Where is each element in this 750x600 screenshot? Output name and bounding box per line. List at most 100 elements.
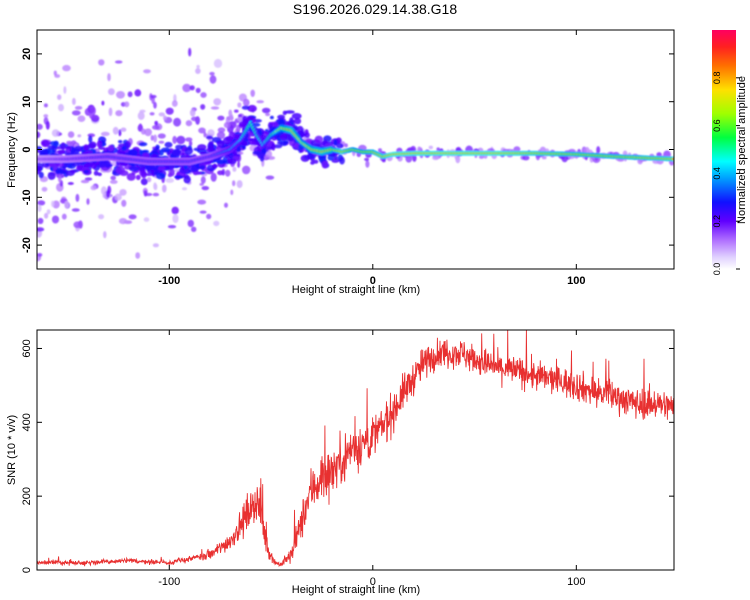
snr-plot: -100 0 100 0 200 400 600 Height of straight l… [6,329,675,596]
spectrogram-cell [101,100,105,106]
spectrogram-cell [189,109,196,117]
spectrogram-cell [41,140,50,148]
spectrogram-cell [106,189,111,198]
spectrogram-cell [55,161,64,168]
spectrogram-cell [155,144,160,150]
spectrogram-cell [118,129,122,137]
spectrogram-cell [227,121,237,129]
spectrogram-cell [173,117,182,127]
spectrogram-cell [172,135,177,144]
spectrogram-cell [84,107,93,116]
spectrogram-cell [191,116,198,122]
spectrogram-cell [65,145,72,153]
spectrogram-cell [211,164,218,169]
spectrogram-cell [269,115,274,120]
figure-title: S196.2026.029.14.38.G18 [293,1,457,17]
spectrogram-cell [213,58,223,68]
spectrogram-cell [339,156,345,165]
spectrogram-cell [241,105,250,110]
spectrogram-cell [63,86,67,94]
spectrogram-cell [143,190,148,197]
spectrogram-cell [200,104,206,110]
spectrogram-cell [56,173,65,179]
spectrogram-x-tick-label: -100 [158,275,180,287]
spectrogram-cell [37,204,42,212]
spectrogram-cell [162,184,167,193]
spectrogram-cell [181,187,188,191]
spectrogram-cell [167,173,173,178]
snr-x-label: Height of straight line (km) [292,584,420,596]
spectrogram-cell [121,146,127,151]
spectrogram-cell [112,126,119,135]
spectrogram-cell [310,161,315,165]
spectrogram-cell [237,117,242,122]
spectrogram-cell [143,217,150,222]
spectrogram-cell [266,150,273,158]
spectrogram-cell [195,87,201,94]
spectrogram-cell [160,147,171,153]
spectrogram-cell [38,171,44,179]
spectrogram-cell [74,106,83,110]
colorbar-tick-label: 0.6 [712,119,722,132]
spectrogram-cell [157,133,166,139]
spectrogram-cell [75,193,80,202]
spectrogram-cell [436,147,440,151]
spectrogram-cell [171,100,178,107]
spectrogram-cell [51,215,60,224]
spectrogram-cell [37,131,41,139]
spectrogram-cell [256,152,266,158]
spectrogram-cell [77,134,82,138]
spectrogram-cell [478,155,485,159]
spectrogram-cell [105,23,109,30]
spectrogram-cell [336,143,344,149]
spectrogram-cell [166,151,171,155]
spectrogram-cell [37,217,44,225]
spectrogram-cell [90,106,96,116]
spectrogram-cell [57,94,62,100]
colorbar-tick-label: 0.8 [712,72,722,85]
spectrogram-cell [232,180,236,187]
spectrogram-cell [64,200,70,209]
spectrogram-cell [165,178,175,183]
spectrogram-cell [83,144,89,151]
spectrogram-cell [289,119,295,123]
spectrogram-x-tick-label: 0 [370,275,376,287]
spectrogram-cell [237,102,242,108]
spectrogram-cell [67,142,72,147]
spectrogram-y-axis: -20 -10 0 10 20 [21,48,674,253]
spectrogram-cell [152,148,158,155]
spectrogram-cell [213,220,220,227]
snr-y-tick-label: 600 [21,339,33,357]
spectrogram-cell [174,175,184,179]
spectrogram-cell [51,129,60,137]
spectrogram-cell [217,127,226,133]
spectrogram-cell [277,114,286,120]
spectrogram-cell [217,115,225,121]
spectrogram-cell [89,114,96,119]
spectrogram-cell [135,174,141,181]
spectrogram-cell [44,212,49,219]
spectrogram-cell [432,155,440,161]
spectrogram-cell [198,127,206,134]
spectrogram-cell [109,179,118,184]
spectrogram-cell [227,158,237,165]
spectrogram-cell [47,172,56,180]
spectrogram-cell [140,178,148,186]
spectrogram-cell [238,114,243,118]
spectrogram-cell [250,89,255,98]
spectrogram-cell [134,89,142,97]
spectrogram-cell [293,117,302,125]
spectrogram-cell [108,107,113,117]
spectrogram-cell [205,135,214,140]
spectrogram-cell [183,175,191,184]
spectrogram-cell [224,202,228,208]
spectrogram-cell [88,135,93,143]
spectrogram-cell [41,186,48,192]
spectrogram-cell [67,182,74,185]
spectrogram-cell [114,60,123,64]
spectrogram-cell [596,146,601,154]
spectrogram-cell [144,128,153,137]
spectrogram-cell [197,199,207,205]
spectrogram-cell [80,179,90,184]
spectrogram-cell [103,231,107,239]
